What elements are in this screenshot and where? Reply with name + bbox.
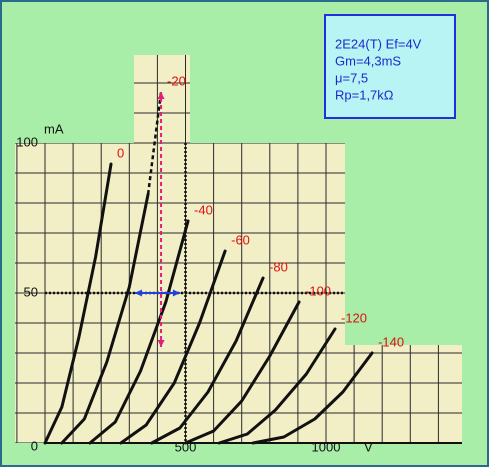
arrow-head [172,289,180,297]
arrow-head [157,340,165,347]
arrow-head [134,289,142,297]
arrow-head [157,92,165,99]
info-line: μ=7,5 [335,70,368,85]
curve-label: -120 [341,310,367,325]
y-axis-label: mA [44,121,64,136]
info-line: Gm=4,3mS [335,53,401,68]
info-line: Rp=1,7kΩ [335,87,394,102]
curve [88,219,190,445]
info-line: 2E24(T) Ef=4V [335,36,422,51]
y-tick-label: 100 [16,134,38,149]
curve-label: -80 [269,259,288,274]
curve-label: -20 [167,73,186,88]
curve-label: -40 [194,202,213,217]
info-frame [324,14,456,119]
curve [60,192,150,445]
info-box: 2E24(T) Ef=4V Gm=4,3mS μ=7,5 Rp=1,7kΩ [324,14,456,119]
curve [184,300,301,445]
x-axis-label: V [364,439,373,454]
curve-label: -140 [378,334,404,349]
x-tick-label: 1000 [312,439,341,454]
curve [217,327,337,445]
curve [150,276,265,445]
curve-label: -60 [231,232,250,247]
curve [251,351,374,445]
curve-extension [146,91,163,195]
y-tick-label: 0 [31,438,38,453]
curve [43,162,113,445]
y-tick-label: 50 [24,284,38,299]
curve [119,249,227,445]
curve-label: -100 [305,283,331,298]
paper [15,55,462,443]
curve-label: 0 [117,145,124,160]
